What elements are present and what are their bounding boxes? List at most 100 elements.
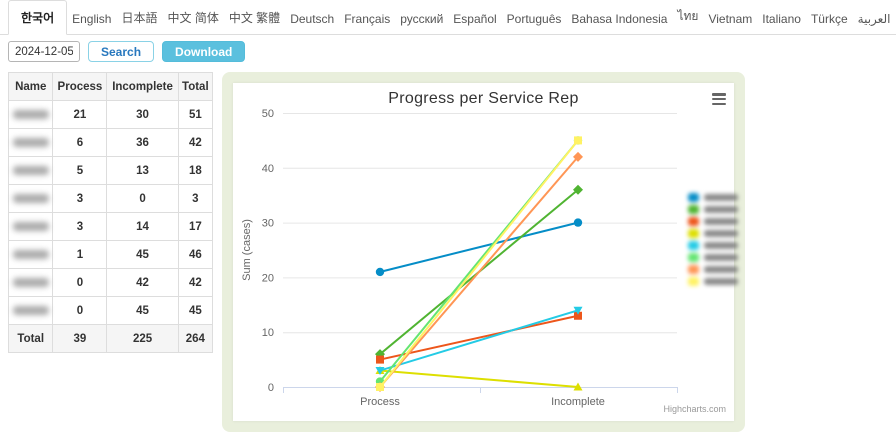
search-button[interactable]: Search — [88, 41, 155, 62]
legend-marker-icon — [688, 204, 699, 214]
table-value-cell: 42 — [177, 128, 214, 157]
redacted-name — [12, 194, 49, 203]
legend-item[interactable] — [688, 216, 742, 226]
table-value-cell: 1 — [52, 240, 108, 269]
table-name-cell-blurred — [7, 268, 54, 297]
table-header-cell: Incomplete — [106, 72, 179, 101]
redacted-name — [12, 110, 49, 119]
language-tab[interactable]: 한국어 — [8, 0, 68, 35]
language-tab[interactable]: Português — [506, 12, 562, 26]
table-value-cell: 3 — [52, 184, 108, 213]
table-row: 1 45 46 — [7, 240, 214, 269]
legend-label-redacted — [704, 253, 738, 261]
table-total-cell: Total — [7, 324, 54, 353]
redacted-name — [12, 250, 49, 259]
legend-label-redacted — [704, 193, 738, 201]
redacted-name — [12, 278, 49, 287]
table-value-cell: 3 — [177, 184, 214, 213]
date-input[interactable] — [8, 41, 80, 62]
table-name-cell-blurred — [7, 240, 54, 269]
language-tab[interactable]: 中文 简体 — [167, 11, 219, 25]
table-value-cell: 21 — [52, 100, 108, 129]
language-tabs: 한국어 English 日本語 中文 简体 中文 繁體 Deutsch Français ру… — [0, 0, 896, 35]
table-row: 3 14 17 — [7, 212, 214, 241]
legend-item[interactable] — [688, 276, 742, 286]
svg-text:Incomplete: Incomplete — [551, 396, 605, 408]
table-value-cell: 45 — [106, 296, 179, 325]
language-tab[interactable]: Bahasa Indonesia — [571, 12, 668, 26]
legend-item[interactable] — [688, 240, 742, 250]
redacted-name — [12, 166, 49, 175]
svg-text:10: 10 — [262, 327, 274, 339]
table-name-cell-blurred — [7, 296, 54, 325]
chart-area: Progress per Service Rep 0 10 20 30 40 50 Proc… — [233, 83, 738, 421]
table-value-cell: 18 — [177, 156, 214, 185]
table-value-cell: 0 — [52, 296, 108, 325]
svg-text:50: 50 — [262, 108, 274, 120]
svg-text:Process: Process — [360, 396, 400, 408]
legend-item[interactable] — [688, 192, 742, 202]
legend-marker-icon — [688, 240, 699, 250]
chart-menu-icon[interactable] — [711, 92, 727, 106]
table-value-cell: 0 — [106, 184, 179, 213]
language-tab[interactable]: Français — [344, 12, 391, 26]
table-value-cell: 45 — [106, 240, 179, 269]
legend-label-redacted — [704, 205, 738, 213]
svg-text:Sum (cases): Sum (cases) — [241, 219, 253, 281]
language-tab[interactable]: العربية — [857, 12, 891, 26]
language-tab[interactable]: Español — [453, 12, 497, 26]
download-button[interactable]: Download — [162, 41, 246, 62]
chart-container: Progress per Service Rep 0 10 20 30 40 50 Proc… — [222, 72, 745, 432]
legend-label-redacted — [704, 265, 738, 273]
legend-item[interactable] — [688, 228, 742, 238]
table-header-cell: Total — [177, 72, 214, 101]
table-row: 6 36 42 — [7, 128, 214, 157]
legend-marker-icon — [688, 264, 699, 274]
svg-text:30: 30 — [262, 218, 274, 230]
redacted-name — [12, 222, 49, 231]
table-value-cell: 46 — [177, 240, 214, 269]
table-header-cell: Process — [52, 72, 108, 101]
language-tab[interactable]: ไทย — [677, 9, 699, 23]
svg-text:40: 40 — [262, 163, 274, 175]
legend-item[interactable] — [688, 252, 742, 262]
legend-label-redacted — [704, 229, 738, 237]
chart-legend — [688, 192, 742, 286]
summary-table: Name Process Incomplete Total 21 30 51 6 36 42 5 1… — [7, 72, 214, 353]
language-tab[interactable]: 日本語 — [121, 11, 158, 25]
legend-marker-icon — [688, 228, 699, 238]
legend-marker-icon — [688, 216, 699, 226]
table-row: 0 45 45 — [7, 296, 214, 325]
table-row: 0 42 42 — [7, 268, 214, 297]
language-tab[interactable]: Türkçe — [810, 12, 848, 26]
legend-label-redacted — [704, 277, 738, 285]
toolbar: Search Download — [8, 41, 246, 62]
legend-marker-icon — [688, 276, 699, 286]
table-value-cell: 17 — [177, 212, 214, 241]
table-value-cell: 3 — [52, 212, 108, 241]
legend-item[interactable] — [688, 204, 742, 214]
language-tab[interactable]: Italiano — [762, 12, 801, 26]
legend-item[interactable] — [688, 264, 742, 274]
chart-plot-svg: 0 10 20 30 40 50 Process Incomplete Sum (cases) — [241, 108, 678, 408]
table-value-cell: 0 — [52, 268, 108, 297]
table-total-cell: 264 — [177, 324, 214, 353]
table-total-cell: 39 — [52, 324, 108, 353]
highcharts-credits: Highcharts.com — [663, 404, 726, 414]
language-tab[interactable]: 中文 繁體 — [228, 11, 281, 25]
language-tab[interactable]: русский — [400, 12, 444, 26]
table-name-cell-blurred — [7, 128, 54, 157]
table-value-cell: 14 — [106, 212, 179, 241]
table-name-cell-blurred — [7, 156, 54, 185]
table-name-cell-blurred — [7, 100, 54, 129]
table-value-cell: 6 — [52, 128, 108, 157]
summary-table-header: Name Process Incomplete Total — [7, 72, 214, 101]
chart-title: Progress per Service Rep — [388, 90, 579, 107]
language-tab[interactable]: Deutsch — [290, 12, 335, 26]
table-name-cell-blurred — [7, 212, 54, 241]
table-row: 5 13 18 — [7, 156, 214, 185]
language-tab[interactable]: English — [72, 12, 112, 26]
language-tab[interactable]: Vietnam — [708, 12, 753, 26]
